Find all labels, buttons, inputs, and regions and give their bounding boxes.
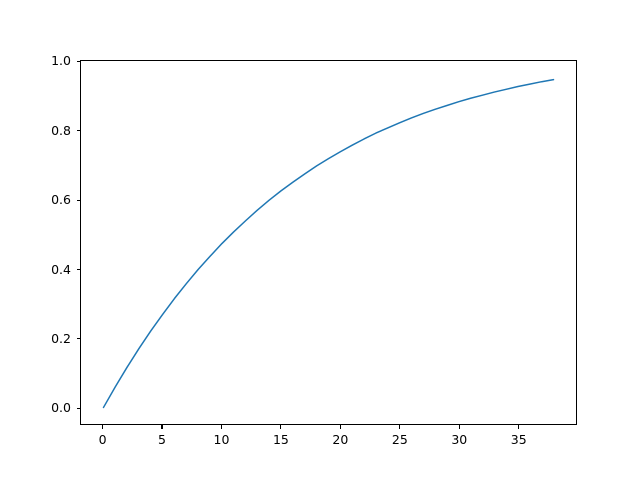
x-tick-mark	[518, 425, 520, 429]
x-tick-mark	[280, 425, 282, 429]
y-tick-mark	[76, 130, 80, 132]
y-tick-mark	[76, 407, 80, 409]
x-tick-label: 25	[391, 432, 408, 447]
x-tick-label: 35	[510, 432, 527, 447]
x-tick-mark	[220, 425, 223, 429]
x-tick-mark	[102, 425, 104, 429]
y-tick-mark	[76, 60, 80, 62]
x-tick-mark	[339, 425, 341, 429]
y-tick-label: 0.6	[51, 191, 71, 207]
line-chart-svg	[102, 78, 555, 409]
x-tick-label: 15	[272, 432, 289, 447]
x-tick-label: 20	[332, 432, 349, 447]
plot-axes	[80, 60, 577, 425]
y-tick-label: 0.0	[51, 400, 71, 416]
x-tick-mark	[458, 425, 460, 429]
y-tick-mark	[76, 269, 80, 271]
y-tick-label: 1.0	[51, 53, 71, 69]
y-tick-mark	[76, 199, 80, 201]
x-tick-mark	[161, 425, 163, 429]
y-tick-mark	[76, 338, 80, 340]
y-tick-label: 0.4	[51, 261, 71, 277]
x-tick-label: 0	[98, 432, 107, 447]
y-tick-label: 0.8	[51, 122, 71, 138]
x-tick-label: 5	[158, 432, 167, 447]
x-tick-label: 10	[213, 432, 230, 447]
data-series-line	[102, 78, 555, 409]
x-tick-label: 30	[451, 432, 468, 447]
x-tick-mark	[399, 425, 401, 429]
y-tick-label: 0.2	[51, 330, 71, 346]
